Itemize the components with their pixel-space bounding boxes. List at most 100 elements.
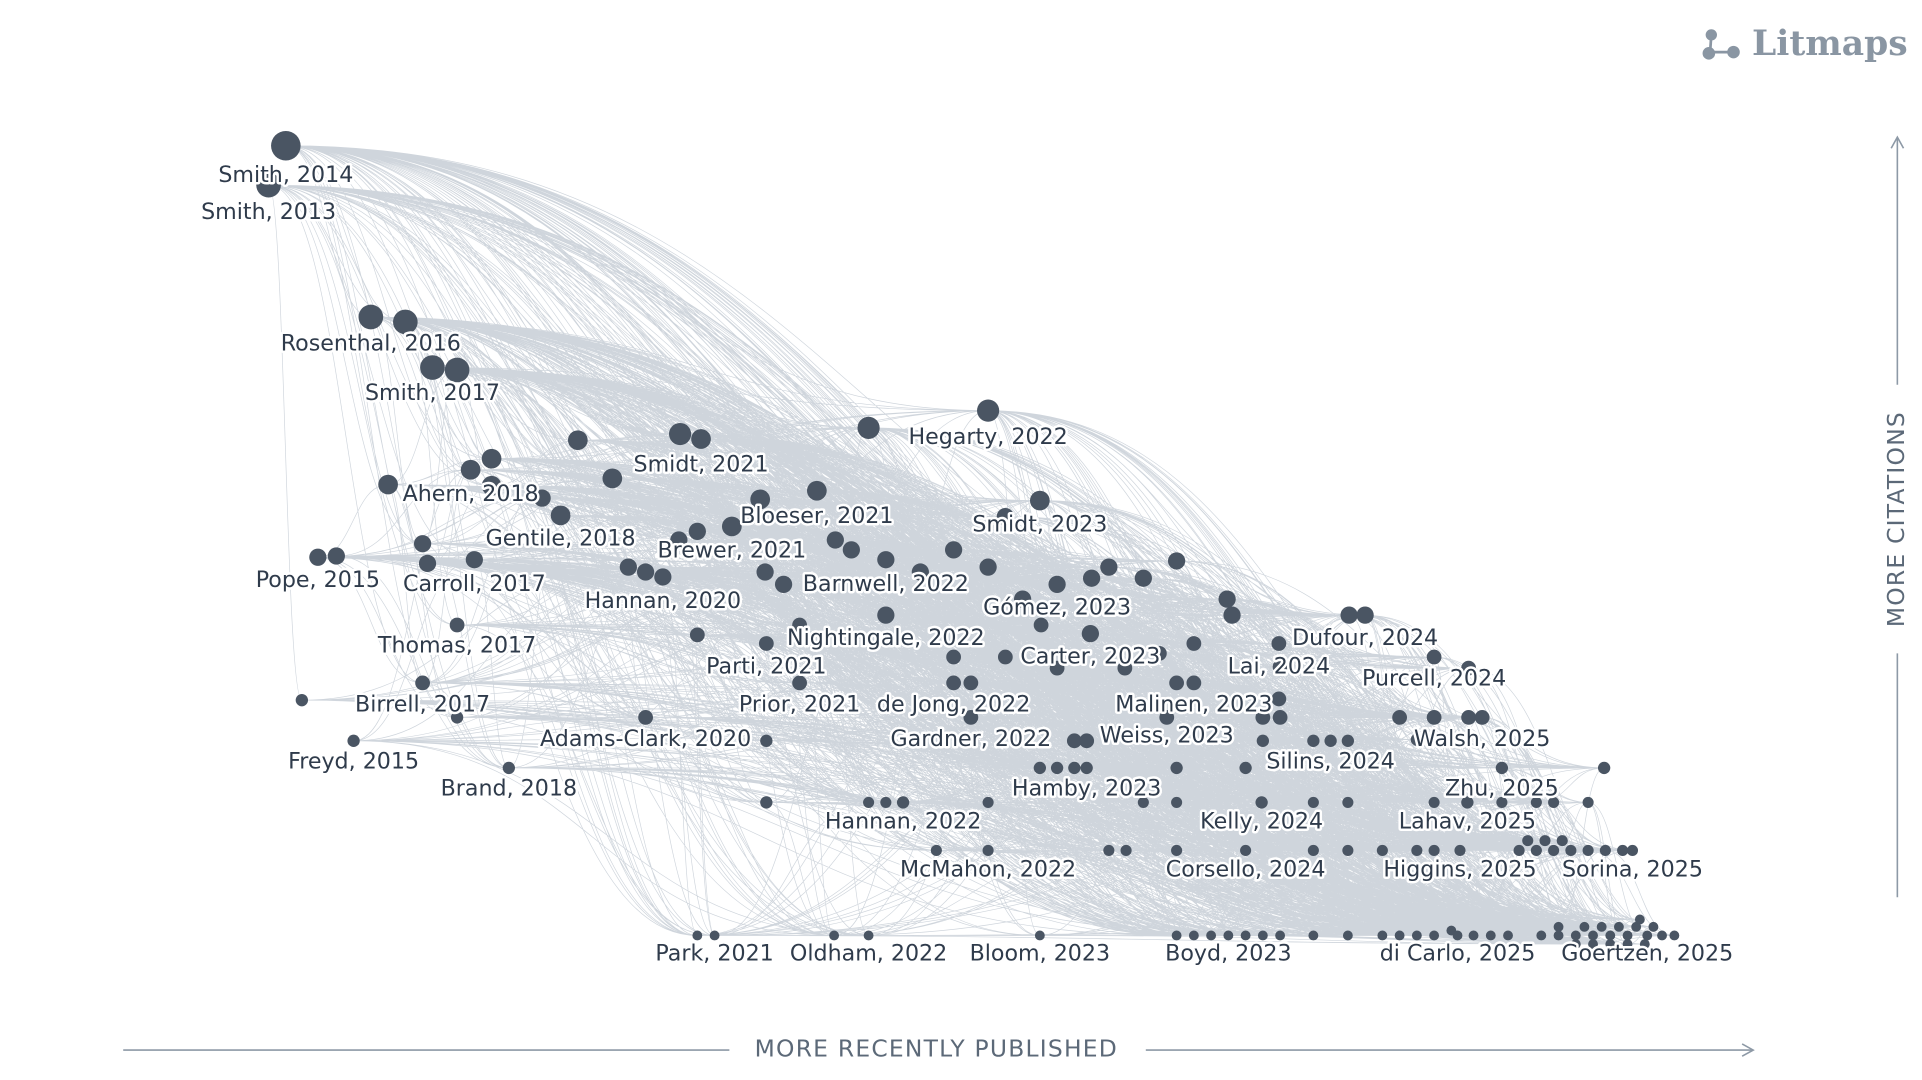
paper-node[interactable] (1034, 930, 1045, 941)
paper-node[interactable] (756, 563, 774, 581)
paper-node[interactable] (358, 304, 384, 330)
paper-node[interactable] (1170, 761, 1183, 775)
paper-node[interactable] (1255, 796, 1268, 809)
paper-node[interactable] (688, 522, 706, 540)
paper-node[interactable] (1169, 675, 1185, 691)
paper-label[interactable]: Hannan, 2020 (582, 586, 743, 617)
paper-node[interactable] (1117, 660, 1133, 676)
paper-node[interactable] (1356, 606, 1374, 624)
paper-node[interactable] (1461, 710, 1476, 725)
paper-label[interactable]: Bloeser, 2021 (738, 501, 896, 532)
paper-node[interactable] (602, 468, 623, 489)
paper-label[interactable]: Smith, 2014 (216, 159, 356, 190)
paper-node[interactable] (1539, 835, 1551, 847)
paper-label[interactable]: Smidt, 2023 (970, 509, 1110, 540)
paper-node[interactable] (982, 796, 994, 808)
paper-node[interactable] (1240, 844, 1252, 857)
paper-node[interactable] (1066, 733, 1082, 749)
paper-node[interactable] (1171, 844, 1183, 857)
paper-node[interactable] (502, 761, 515, 775)
paper-node[interactable] (829, 930, 840, 941)
paper-node[interactable] (465, 551, 483, 569)
paper-node[interactable] (1377, 930, 1388, 941)
paper-node[interactable] (1570, 939, 1581, 950)
paper-label[interactable]: Parti, 2021 (704, 651, 829, 682)
paper-node[interactable] (1239, 761, 1252, 775)
paper-label[interactable]: Goertzen, 2025 (1559, 938, 1736, 969)
paper-node[interactable] (1503, 930, 1513, 941)
paper-node[interactable] (256, 172, 281, 198)
paper-node[interactable] (1588, 930, 1598, 941)
paper-label[interactable]: Carroll, 2017 (401, 568, 549, 599)
paper-node[interactable] (449, 617, 465, 633)
paper-node[interactable] (863, 930, 874, 941)
paper-node[interactable] (774, 575, 793, 593)
paper-node[interactable] (1082, 569, 1101, 587)
paper-node[interactable] (444, 357, 470, 383)
paper-node[interactable] (378, 474, 398, 495)
paper-node[interactable] (977, 399, 1000, 422)
paper-node[interactable] (1080, 761, 1093, 775)
paper-node[interactable] (1100, 558, 1118, 576)
paper-node[interactable] (1255, 710, 1271, 725)
paper-node[interactable] (857, 416, 880, 439)
paper-node[interactable] (1642, 930, 1653, 941)
paper-node[interactable] (1657, 930, 1667, 941)
paper-label[interactable]: Boyd, 2023 (1163, 938, 1294, 969)
paper-node[interactable] (1307, 796, 1319, 808)
paper-node[interactable] (1428, 844, 1440, 857)
paper-node[interactable] (689, 627, 705, 643)
paper-node[interactable] (1411, 930, 1422, 941)
paper-node[interactable] (1394, 930, 1405, 941)
paper-node[interactable] (567, 430, 588, 451)
paper-node[interactable] (481, 448, 502, 469)
paper-node[interactable] (1426, 710, 1442, 725)
paper-node[interactable] (1218, 590, 1236, 608)
paper-node[interactable] (1599, 844, 1611, 857)
paper-label[interactable]: Hamby, 2023 (1009, 773, 1163, 804)
paper-label[interactable]: Gardner, 2022 (888, 724, 1054, 755)
paper-node[interactable] (750, 489, 771, 510)
paper-node[interactable] (1134, 569, 1152, 587)
paper-node[interactable] (997, 649, 1013, 665)
paper-node[interactable] (420, 355, 445, 380)
paper-node[interactable] (842, 541, 860, 559)
paper-node[interactable] (1340, 606, 1358, 624)
paper-node[interactable] (1307, 734, 1320, 747)
paper-node[interactable] (533, 489, 551, 507)
paper-node[interactable] (1461, 796, 1474, 809)
paper-node[interactable] (669, 422, 692, 446)
paper-node[interactable] (692, 930, 703, 941)
paper-label[interactable]: Smidt, 2021 (631, 449, 771, 480)
paper-node[interactable] (1171, 796, 1183, 808)
paper-node[interactable] (1613, 921, 1624, 932)
paper-node[interactable] (1081, 625, 1099, 643)
paper-node[interactable] (946, 675, 961, 691)
paper-node[interactable] (1410, 733, 1424, 746)
paper-node[interactable] (1376, 844, 1388, 857)
paper-node[interactable] (1468, 930, 1479, 941)
paper-label[interactable]: Smith, 2013 (199, 196, 339, 227)
paper-node[interactable] (415, 675, 430, 691)
paper-node[interactable] (1240, 930, 1251, 941)
paper-node[interactable] (1048, 575, 1066, 593)
paper-node[interactable] (760, 796, 773, 809)
paper-node[interactable] (709, 930, 720, 941)
paper-node[interactable] (1548, 844, 1560, 857)
paper-node[interactable] (1188, 930, 1199, 941)
paper-node[interactable] (413, 535, 432, 553)
paper-label[interactable]: Walsh, 2025 (1412, 724, 1553, 755)
paper-node[interactable] (1256, 734, 1270, 747)
paper-node[interactable] (393, 309, 418, 335)
paper-node[interactable] (1068, 761, 1081, 775)
paper-node[interactable] (944, 541, 963, 559)
paper-label[interactable]: Lahav, 2025 (1396, 806, 1538, 837)
paper-node[interactable] (1495, 761, 1509, 775)
paper-node[interactable] (1257, 930, 1268, 941)
paper-node[interactable] (309, 548, 327, 566)
paper-node[interactable] (1342, 930, 1353, 941)
paper-node[interactable] (930, 844, 942, 857)
paper-node[interactable] (1485, 930, 1496, 941)
paper-node[interactable] (481, 475, 502, 496)
paper-node[interactable] (1120, 844, 1132, 857)
